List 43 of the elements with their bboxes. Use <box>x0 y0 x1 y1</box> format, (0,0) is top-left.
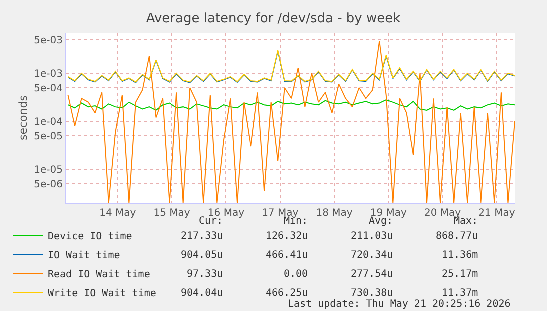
text: 97.33u <box>187 269 224 280</box>
x-tick-label: 20 May <box>424 208 462 219</box>
text: 466.41u <box>266 250 308 261</box>
y-axis-title: seconds <box>16 95 30 140</box>
y-tick-label: 5e-03 <box>34 36 63 47</box>
line-series <box>68 40 515 203</box>
text: 25.17m <box>442 269 478 280</box>
text: 211.03u <box>351 231 394 242</box>
text: Cur: <box>199 216 224 227</box>
x-tick-label: 21 May <box>478 208 516 219</box>
text: 217.33u <box>181 231 224 242</box>
text: 277.54u <box>351 269 394 280</box>
y-tick-label: 5e-05 <box>34 131 63 142</box>
text: 466.25u <box>266 288 308 299</box>
line-series <box>68 100 515 111</box>
x-tick-label: 14 May <box>100 208 136 219</box>
text: 0.00 <box>284 269 308 280</box>
text: 730.38u <box>351 288 394 299</box>
text: Last update: Thu May 21 20:25:16 2026 <box>288 299 511 310</box>
x-tick-label: 17 May <box>262 208 299 219</box>
x-tick-label: 15 May <box>154 208 190 219</box>
text: 904.04u <box>181 288 224 299</box>
text: 904.05u <box>181 250 224 261</box>
text: 868.77u <box>436 231 478 242</box>
text: Min: <box>284 216 308 227</box>
y-tick-label: 1e-03 <box>34 69 63 80</box>
x-tick-label: 18 May <box>316 208 353 219</box>
legend-label: IO Wait time <box>48 250 120 262</box>
text: Max: <box>454 216 478 227</box>
y-tick-label: 5e-04 <box>34 83 63 94</box>
text: 126.32u <box>266 231 308 242</box>
text: 720.34u <box>351 250 394 261</box>
y-tick-label: 1e-04 <box>34 117 63 128</box>
text: Avg: <box>369 216 394 227</box>
chart-title: Average latency for /dev/sda - by week <box>146 12 402 27</box>
legend-label: Write IO Wait time <box>48 288 156 300</box>
y-tick-label: 1e-05 <box>34 164 63 176</box>
text: 11.37m <box>442 288 478 299</box>
legend-label: Read IO Wait time <box>48 269 150 280</box>
legend-label: Device IO time <box>48 231 132 242</box>
x-tick-label: 16 May <box>208 208 245 219</box>
y-tick-label: 5e-06 <box>34 179 63 190</box>
text: 11.36m <box>442 250 478 261</box>
